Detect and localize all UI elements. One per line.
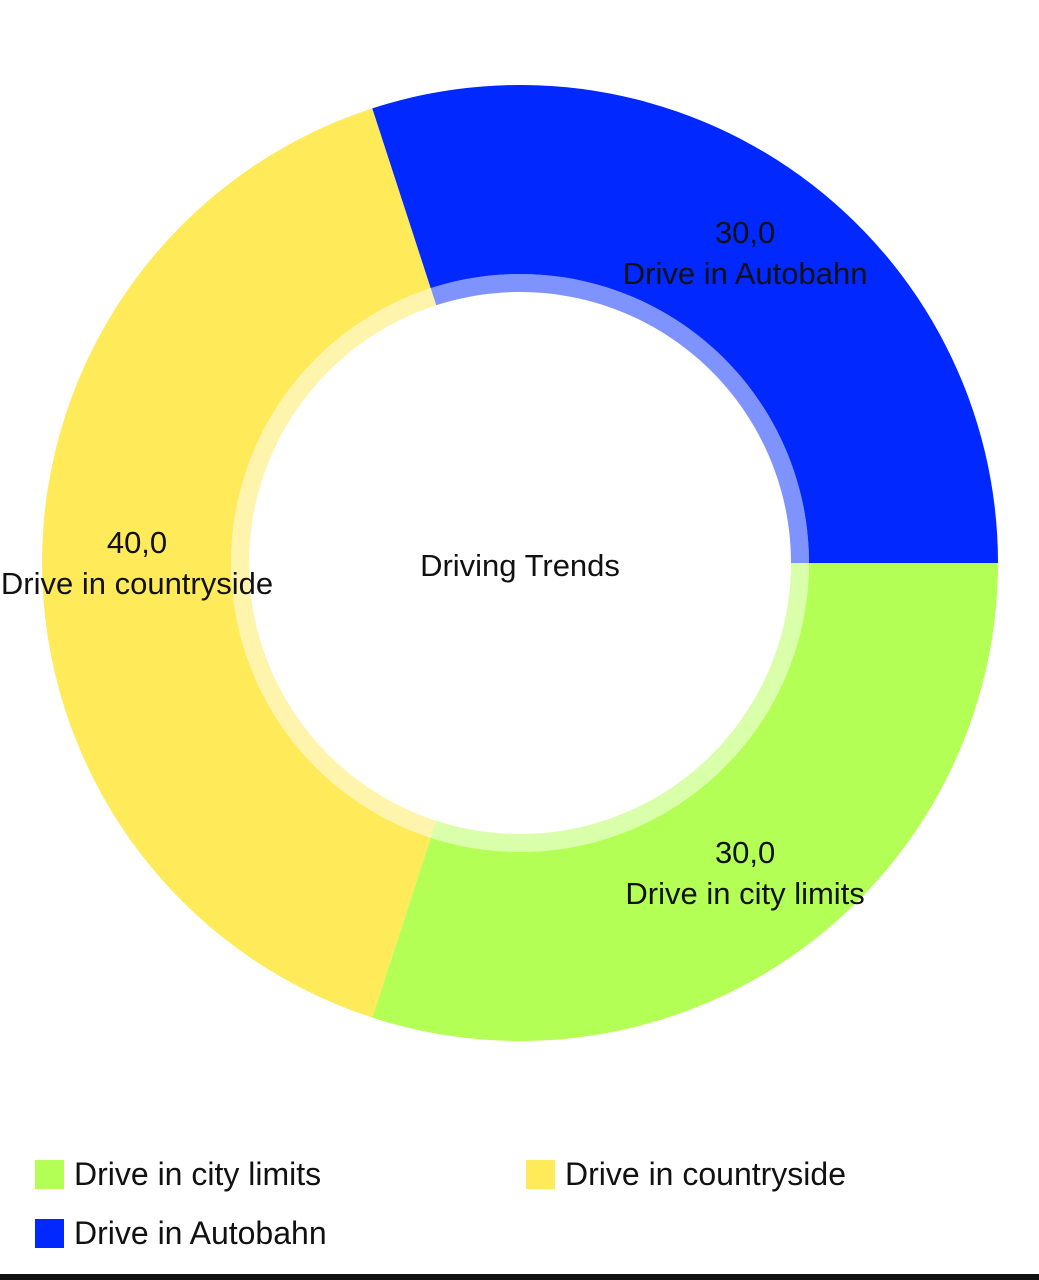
- legend-item-countryside[interactable]: Drive in countryside: [526, 1154, 846, 1194]
- legend-swatch-autobahn: [35, 1218, 64, 1248]
- chart-legend: Drive in city limits Drive in countrysid…: [35, 1150, 1025, 1260]
- slice-labels: 30,0 Drive in city limits 40,0 Drive in cou…: [1, 215, 868, 911]
- legend-label-countryside: Drive in countryside: [565, 1156, 846, 1192]
- donut-inner-highlight: [230, 273, 809, 852]
- bottom-divider: [0, 1274, 1039, 1280]
- legend-swatch-countryside: [526, 1159, 555, 1189]
- slice-name-drive-in-countryside: Drive in countryside: [1, 566, 273, 601]
- donut-chart-svg: Driving Trends 30,0 Drive in city limits 4…: [1, 85, 998, 1041]
- legend-label-autobahn: Drive in Autobahn: [74, 1215, 327, 1251]
- slice-drive-in-city-limits[interactable]: [372, 563, 998, 1041]
- donut-chart: Driving Trends 30,0 Drive in city limits 4…: [1, 85, 998, 1041]
- legend-swatch-city-limits: [35, 1159, 64, 1189]
- legend-item-city-limits[interactable]: Drive in city limits: [35, 1154, 321, 1194]
- inner-highlight-drive-in-countryside: [230, 288, 437, 838]
- legend-item-autobahn[interactable]: Drive in Autobahn: [35, 1213, 327, 1253]
- slice-value-drive-in-countryside: 40,0: [107, 525, 167, 560]
- slice-value-drive-in-autobahn: 30,0: [715, 215, 775, 250]
- slice-drive-in-autobahn[interactable]: [372, 85, 998, 564]
- donut-slices: [42, 85, 998, 1041]
- chart-title: Driving Trends: [420, 548, 620, 583]
- slice-name-drive-in-city-limits: Drive in city limits: [625, 876, 864, 911]
- legend-label-city-limits: Drive in city limits: [74, 1156, 322, 1192]
- slice-value-drive-in-city-limits: 30,0: [715, 835, 775, 870]
- slice-name-drive-in-autobahn: Drive in Autobahn: [623, 256, 868, 291]
- slice-drive-in-countryside[interactable]: [42, 108, 431, 1018]
